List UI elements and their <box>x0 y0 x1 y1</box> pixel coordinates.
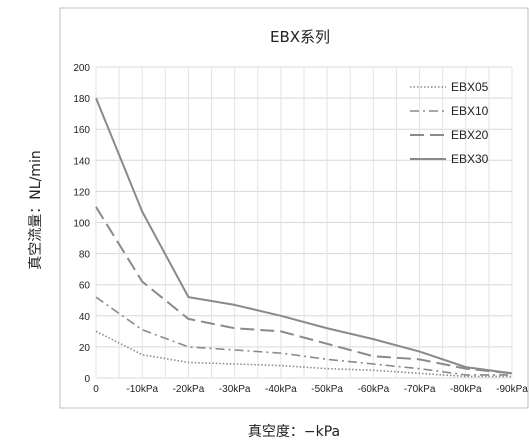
x-axis-title: 真空度：−kPa <box>248 424 340 440</box>
legend-label-ebx30: EBX30 <box>451 152 489 166</box>
y-tick-label: 160 <box>73 125 90 136</box>
y-tick-label: 0 <box>84 374 90 385</box>
x-tick-label: -20kPa <box>173 384 205 395</box>
y-axis-title: 真空流量：NL/min <box>28 150 44 269</box>
legend-label-ebx05: EBX05 <box>451 80 489 94</box>
legend: EBX05 EBX10 EBX20 EBX30 <box>410 80 489 166</box>
legend-label-ebx10: EBX10 <box>451 104 489 118</box>
y-tick-label: 180 <box>73 94 90 105</box>
x-tick-label: -80kPa <box>450 384 482 395</box>
y-tick-label: 100 <box>73 219 90 230</box>
y-tick-label: 40 <box>79 312 91 323</box>
series-line-ebx20 <box>95 206 513 375</box>
y-tick-labels: 0 20 40 60 80 100 120 140 160 180 200 <box>73 63 90 385</box>
y-tick-label: 60 <box>79 281 91 292</box>
x-tick-label: -70kPa <box>404 384 436 395</box>
y-tick-label: 200 <box>73 63 90 74</box>
y-tick-label: 80 <box>79 250 91 261</box>
gridlines <box>95 66 513 379</box>
x-tick-label: -40kPa <box>265 384 297 395</box>
x-tick-label: -90kPa <box>496 384 528 395</box>
y-tick-label: 120 <box>73 187 90 198</box>
x-tick-label: -10kPa <box>126 384 158 395</box>
y-tick-label: 140 <box>73 156 90 167</box>
chart-area-border <box>59 7 529 409</box>
series-line-ebx30 <box>95 97 513 375</box>
series-line-ebx05 <box>95 330 512 378</box>
y-tick-label: 20 <box>79 343 91 354</box>
legend-label-ebx20: EBX20 <box>451 128 489 142</box>
x-tick-labels: 0 -10kPa -20kPa -30kPa -40kPa -50kPa -60kPa -70… <box>93 384 528 395</box>
x-tick-label: -30kPa <box>219 384 251 395</box>
chart-title: EBX系列 <box>270 28 330 46</box>
x-tick-label: 0 <box>93 384 99 395</box>
x-tick-label: -60kPa <box>357 384 389 395</box>
series-lines <box>95 97 513 378</box>
series-line-ebx10 <box>95 296 512 376</box>
x-tick-label: -50kPa <box>311 384 343 395</box>
